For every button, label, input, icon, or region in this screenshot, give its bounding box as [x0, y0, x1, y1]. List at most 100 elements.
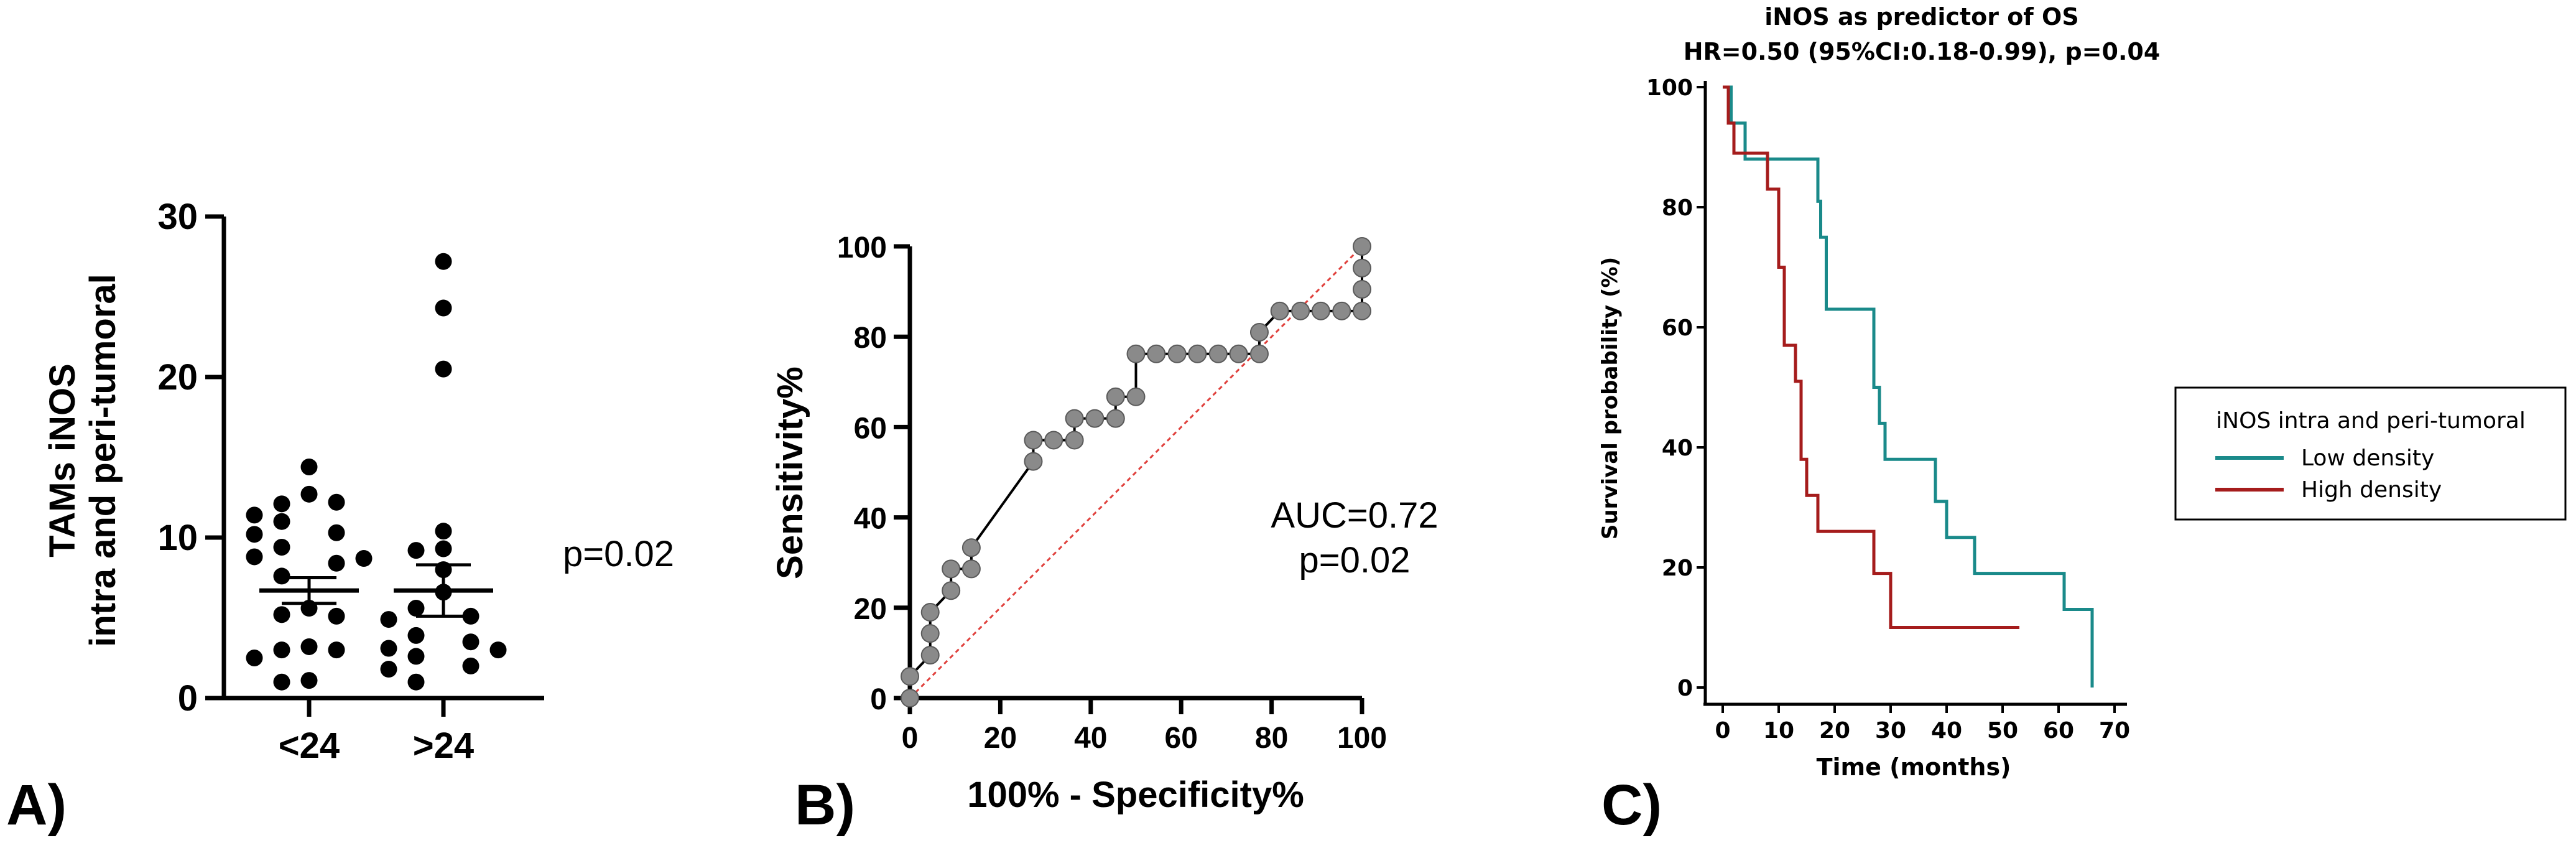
panel-b-roc-point [1311, 301, 1330, 320]
panel-b-roc-point [1229, 344, 1248, 363]
panel-b-roc-point [1106, 387, 1125, 406]
panel-b-roc-point [1126, 344, 1146, 363]
panel-b-roc-point [1249, 322, 1269, 342]
panel-b-roc-point [1024, 431, 1043, 450]
panel-a-point [462, 633, 480, 651]
panel-c-title-line2: HR=0.50 (95%CI:0.18-0.99), p=0.04 [1684, 38, 2161, 65]
panel-b-ytick-label: 100 [837, 231, 887, 264]
panel-a-point [273, 567, 290, 585]
panel-c-ylabel: Survival probability (%) [1598, 257, 1623, 539]
panel-b-pvalue: p=0.02 [1299, 540, 1410, 580]
panel-a-ylabel-line1: TAMs iNOS [42, 363, 83, 557]
panel-c-xtick-label: 70 [2099, 718, 2130, 743]
panel-c-ytick-label: 80 [1662, 195, 1693, 221]
panel-a-point [435, 540, 452, 557]
panel-b-roc-point [961, 559, 981, 579]
panel-b-roc-point [1147, 344, 1166, 363]
panel-a-point [435, 299, 452, 317]
panel-a-point [355, 550, 373, 567]
panel-b-roc-point [1270, 301, 1289, 320]
panel-c-km-curve-high-density [1723, 85, 2019, 629]
panel-c-title-line1: iNOS as predictor of OS [1764, 3, 2078, 30]
panel-b-roc-point [901, 667, 919, 686]
panel-b-roc-point [1208, 344, 1228, 363]
panel-b-xtick-label: 80 [1255, 722, 1288, 755]
panel-a-point [246, 548, 263, 566]
panel-b-reference-line [909, 245, 1363, 699]
panel-b-roc-point [1353, 237, 1371, 256]
panel-b-auc: AUC=0.72 [1271, 495, 1438, 536]
panel-b-xtick-label: 0 [902, 722, 919, 755]
panel-a-point [462, 657, 480, 674]
panel-b-roc-point [1188, 344, 1207, 363]
panel-a-point [246, 650, 263, 666]
panel-a-label: A) [6, 773, 67, 837]
panel-b-roc-point [1065, 431, 1084, 450]
panel-b-roc-point [1249, 344, 1269, 363]
panel-c-label: C) [1601, 773, 1662, 837]
panel-a-point [328, 493, 345, 511]
legend-label-low-density: Low density [2301, 445, 2434, 471]
panel-b-roc-point [1353, 279, 1371, 299]
panel-a-point [380, 611, 397, 628]
panel-b-roc-point [901, 689, 919, 707]
panel-b-roc-point [1085, 409, 1105, 428]
panel-b-ytick-label: 0 [870, 683, 887, 716]
panel-c-ytick-label: 100 [1646, 75, 1693, 101]
panel-c-ytick-label: 40 [1662, 436, 1693, 461]
panel-b-roc-point [942, 559, 961, 579]
panel-c-km-curve-low-density [1723, 85, 2094, 688]
panel-b-ytick-label: 80 [854, 322, 887, 355]
panel-b-roc-point [1167, 344, 1187, 363]
panel-b-roc-point [1024, 452, 1043, 471]
panel-b-roc-point [1332, 301, 1351, 320]
panel-a-point [246, 506, 263, 524]
panel-b-roc-point [1044, 431, 1063, 450]
panel-a-point [300, 485, 318, 503]
panel-a-point [273, 513, 290, 530]
panel-b-roc-point [1106, 409, 1125, 428]
panel-a-point [328, 641, 345, 659]
panel-a-pvalue: p=0.02 [563, 534, 674, 574]
panel-a-point [273, 538, 290, 556]
panel-a: 0 10 20 30 <24 >24 TAMs iNOS intra and peri-… [6, 197, 674, 837]
panel-b-roc-point [1126, 387, 1146, 406]
panel-a-point [407, 542, 425, 559]
panel-b-roc-point [1353, 258, 1371, 277]
panel-b-label: B) [795, 773, 855, 837]
panel-c-xlabel: Time (months) [1817, 753, 2011, 781]
panel-a-ytick-label: 10 [157, 518, 198, 558]
panel-a-ytick-label: 20 [157, 357, 198, 398]
panel-a-point [246, 526, 263, 543]
panel-c-legend: iNOS intra and peri-tumoral Low density … [2174, 386, 2567, 521]
panel-c: iNOS as predictor of OS HR=0.50 (95%CI:0… [1598, 3, 2567, 837]
legend-label-high-density: High density [2301, 477, 2442, 503]
panel-a-point [328, 554, 345, 572]
panel-b-roc-point [1353, 301, 1371, 320]
panel-b-xtick-label: 40 [1074, 722, 1107, 755]
panel-a-ytick-label: 30 [157, 197, 198, 237]
panel-a-point [435, 253, 452, 270]
legend-box [2174, 386, 2567, 521]
panel-c-xtick-label: 50 [1987, 718, 2018, 743]
panel-b-ytick-label: 20 [854, 593, 887, 626]
panel-a-ytick-label: 0 [178, 678, 198, 719]
panel-c-xtick-label: 60 [2043, 718, 2074, 743]
panel-a-point [435, 523, 452, 540]
panel-a-point [328, 607, 345, 625]
panel-c-ytick-label: 60 [1662, 315, 1693, 341]
panel-a-xtick-label: <24 [279, 725, 340, 766]
panel-b-roc-point [1291, 301, 1310, 320]
panel-a-point [435, 360, 452, 378]
panel-b-xtick-label: 20 [984, 722, 1017, 755]
panel-b-ylabel: Sensitivity% [770, 366, 810, 579]
panel-b-xlabel: 100% - Specificity% [967, 775, 1304, 815]
panel-a-point [300, 672, 318, 689]
panel-b-roc-point [942, 581, 961, 600]
panel-a-point [300, 458, 318, 475]
panel-a-point [300, 638, 318, 655]
panel-b-roc-point [920, 624, 940, 643]
panel-c-xtick-label: 10 [1763, 718, 1794, 743]
panel-b-xtick-label: 100 [1337, 722, 1387, 755]
panel-c-xtick-label: 30 [1875, 718, 1906, 743]
